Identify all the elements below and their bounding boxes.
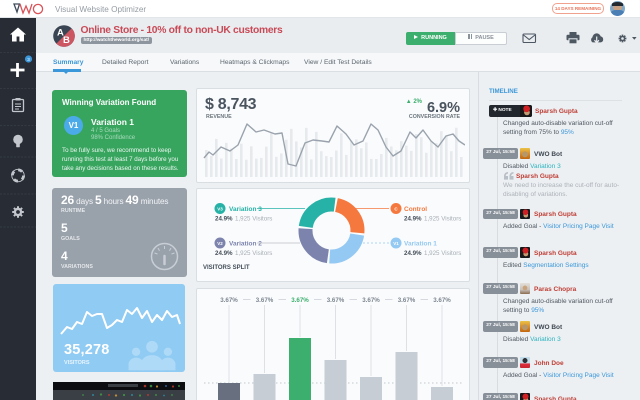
svg-text:Variation 2: Variation 2 — [229, 241, 262, 248]
svg-text:Control: Control — [404, 206, 427, 213]
svg-text:24.9%: 24.9% — [215, 250, 233, 257]
svg-text:B: B — [63, 35, 70, 46]
svg-text:3.67%: 3.67% — [398, 297, 416, 304]
svg-text:V3: V3 — [217, 207, 223, 212]
svg-text:3.67%: 3.67% — [433, 297, 451, 304]
svg-text:24.9%: 24.9% — [404, 216, 422, 223]
svg-text:3.67%: 3.67% — [256, 297, 274, 304]
svg-text:1,925 Visitors: 1,925 Visitors — [235, 250, 272, 257]
svg-text:3.67%: 3.67% — [220, 297, 238, 304]
svg-text:A: A — [57, 28, 64, 39]
svg-text:24.9%: 24.9% — [215, 216, 233, 223]
svg-text:Variation 3: Variation 3 — [229, 206, 262, 213]
svg-text:3: 3 — [27, 57, 30, 62]
svg-text:C: C — [394, 207, 398, 212]
svg-text:Variation 1: Variation 1 — [404, 241, 437, 248]
svg-text:V1: V1 — [393, 241, 399, 246]
svg-text:V2: V2 — [217, 241, 223, 246]
svg-text:24.9%: 24.9% — [404, 250, 422, 257]
svg-text:3.67%: 3.67% — [327, 297, 345, 304]
svg-text:1,925 Visitors: 1,925 Visitors — [424, 250, 461, 257]
svg-text:1,925 Visitors: 1,925 Visitors — [424, 216, 461, 223]
svg-text:3.67%: 3.67% — [362, 297, 380, 304]
svg-text:1,925 Visitors: 1,925 Visitors — [235, 216, 272, 223]
svg-text:3.67%: 3.67% — [291, 297, 309, 304]
